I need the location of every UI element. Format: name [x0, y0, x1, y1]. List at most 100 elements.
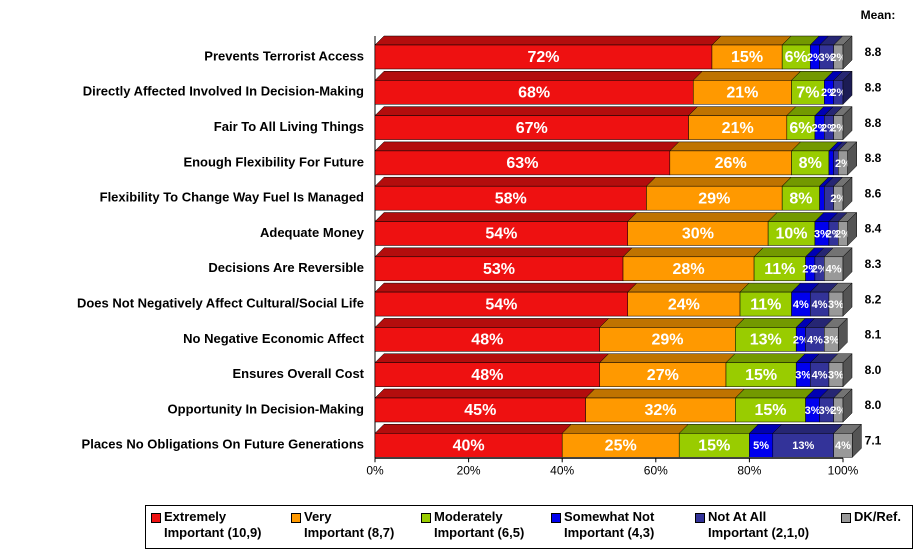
value-label: 24% [668, 296, 700, 313]
bar-top [374, 282, 638, 293]
legend-swatch [551, 513, 561, 523]
category-label: Prevents Terrorist Access [204, 48, 364, 63]
value-label: 21% [722, 120, 754, 137]
bar-face [772, 433, 834, 458]
bar-segment [374, 247, 633, 282]
value-label: 15% [698, 438, 730, 455]
value-label: 11% [750, 296, 781, 313]
bar-top [687, 106, 797, 116]
value-label: 15% [745, 367, 777, 384]
value-label: 8% [799, 155, 822, 172]
bar-face [735, 327, 797, 352]
value-label: 68% [518, 85, 550, 102]
legend-label: Not At All Important (2,1,0) [708, 509, 810, 540]
bar-segment [711, 35, 792, 70]
value-label: 2% [812, 123, 828, 135]
bar-side [842, 247, 853, 282]
legend-swatch [291, 513, 301, 523]
value-label: 6% [789, 120, 812, 137]
category-label: Opportunity In Decision-Making [168, 401, 365, 416]
x-tick-label: 100% [828, 463, 859, 477]
bar-side [842, 35, 853, 70]
bar-side [852, 423, 862, 458]
legend-entry: Somewhat Not Important (4,3) [551, 509, 654, 541]
bar-segment [790, 141, 839, 176]
value-label: 2% [812, 264, 828, 276]
bar-face [599, 327, 736, 352]
bar-top [645, 176, 792, 187]
bar-top [374, 247, 633, 258]
bar-face [688, 115, 788, 140]
value-label: 2% [793, 334, 809, 346]
value-label: 2% [830, 123, 846, 135]
bar-top [374, 388, 596, 399]
bar-face [781, 44, 811, 70]
bar-side [838, 317, 848, 353]
bar-top [739, 282, 802, 293]
bar-top [374, 71, 703, 81]
value-label: 3% [828, 299, 844, 311]
value-label: 30% [682, 226, 714, 243]
bar-side [842, 353, 853, 388]
bar-top [692, 71, 802, 81]
bar-segment [599, 318, 745, 352]
bar-face [374, 327, 600, 352]
bar-top [734, 318, 806, 328]
legend-label: Very Important (8,7) [304, 509, 395, 540]
bar-face [781, 185, 820, 211]
value-label: 2% [807, 52, 823, 64]
bar-face [678, 433, 750, 458]
bar-segment [374, 282, 638, 317]
bar-segment [374, 424, 572, 458]
bar-top [622, 247, 764, 258]
x-tick-label: 0% [366, 463, 384, 477]
bar-segment [561, 424, 689, 458]
bar-top [767, 212, 825, 222]
bar-face [786, 115, 816, 140]
value-label: 2% [830, 193, 846, 205]
x-tick-label: 40% [550, 463, 574, 477]
bar-face [374, 362, 600, 387]
bar-segment [818, 388, 844, 423]
bar-segment [374, 35, 722, 70]
legend-label: DK/Ref. [854, 509, 901, 524]
bar-face [735, 397, 806, 423]
bar-face [791, 80, 825, 105]
bar-face [669, 150, 792, 176]
value-label: 4% [812, 370, 828, 382]
bar-face [374, 80, 694, 105]
mean-value: 8.1 [865, 328, 882, 342]
bar-face [646, 185, 783, 211]
value-label: 3% [805, 405, 821, 417]
value-label: 40% [453, 438, 485, 455]
value-label: 29% [698, 190, 730, 207]
bar-segment [753, 247, 816, 282]
legend-swatch [695, 513, 705, 523]
bar-top [669, 141, 802, 152]
bar-segment [374, 212, 638, 246]
category-label: Does Not Negatively Affect Cultural/Soci… [77, 296, 364, 311]
bar-segment [374, 388, 596, 423]
value-label: 27% [647, 367, 679, 384]
bar-top [561, 424, 689, 434]
value-label: 67% [516, 120, 548, 137]
bar-face [819, 185, 825, 211]
bar-segment [786, 106, 825, 140]
bar-top [374, 353, 610, 363]
bar-segment [804, 318, 834, 352]
x-tick-label: 80% [737, 463, 761, 477]
value-label: 2% [830, 87, 846, 99]
value-label: 13% [792, 440, 814, 452]
value-label: 3% [795, 370, 811, 382]
value-label: 26% [715, 155, 747, 172]
category-label: Adequate Money [260, 225, 365, 240]
bar-face [711, 44, 783, 70]
bar-face [828, 150, 834, 176]
bar-top [772, 424, 844, 434]
value-label: 29% [651, 332, 683, 349]
mean-header: Mean: [861, 8, 896, 22]
mean-value: 8.8 [865, 116, 882, 130]
bar-segment [814, 212, 839, 246]
value-label: 63% [506, 155, 538, 172]
mean-value: 8.8 [865, 151, 882, 165]
